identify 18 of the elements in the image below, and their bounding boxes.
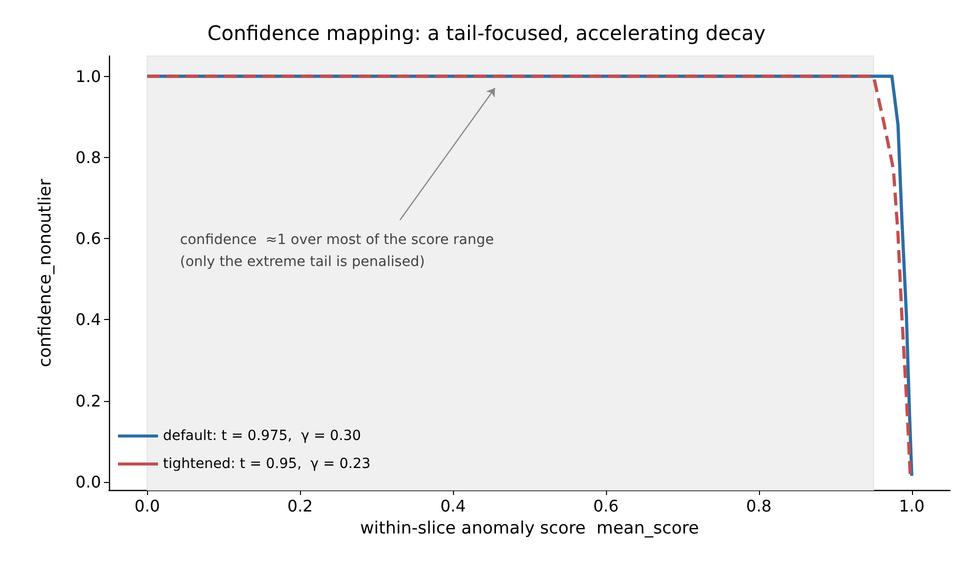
y-tick-label: 1.0 [76, 66, 101, 86]
chart-title: Confidence mapping: a tail-focused, accelerating decay [207, 21, 766, 45]
x-axis-title: within-slice anomaly score mean_score [360, 518, 699, 538]
x-tick-label: 0.2 [287, 496, 313, 516]
x-tick-label: 1.0 [899, 496, 924, 516]
annotation: confidence ≈1 over most of the score range (only the extreme tail is penalised) [180, 232, 494, 270]
y-tick-label: 0.6 [76, 229, 101, 248]
y-tick-label: 0.8 [76, 148, 101, 167]
x-tick-label: 0.0 [134, 496, 160, 516]
legend-label: default: t = 0.975, γ = 0.30 [163, 428, 362, 444]
x-tick-label: 0.4 [440, 496, 466, 516]
y-axis-title: confidence_nonoutlier [36, 178, 56, 368]
x-tick-label: 0.8 [746, 496, 772, 516]
y-tick-label: 0.0 [76, 472, 101, 492]
x-tick-label: 0.6 [593, 496, 619, 516]
legend-label: tightened: t = 0.95, γ = 0.23 [163, 456, 371, 472]
y-tick-label: 0.4 [76, 310, 101, 330]
y-tick-label: 0.2 [76, 391, 101, 410]
